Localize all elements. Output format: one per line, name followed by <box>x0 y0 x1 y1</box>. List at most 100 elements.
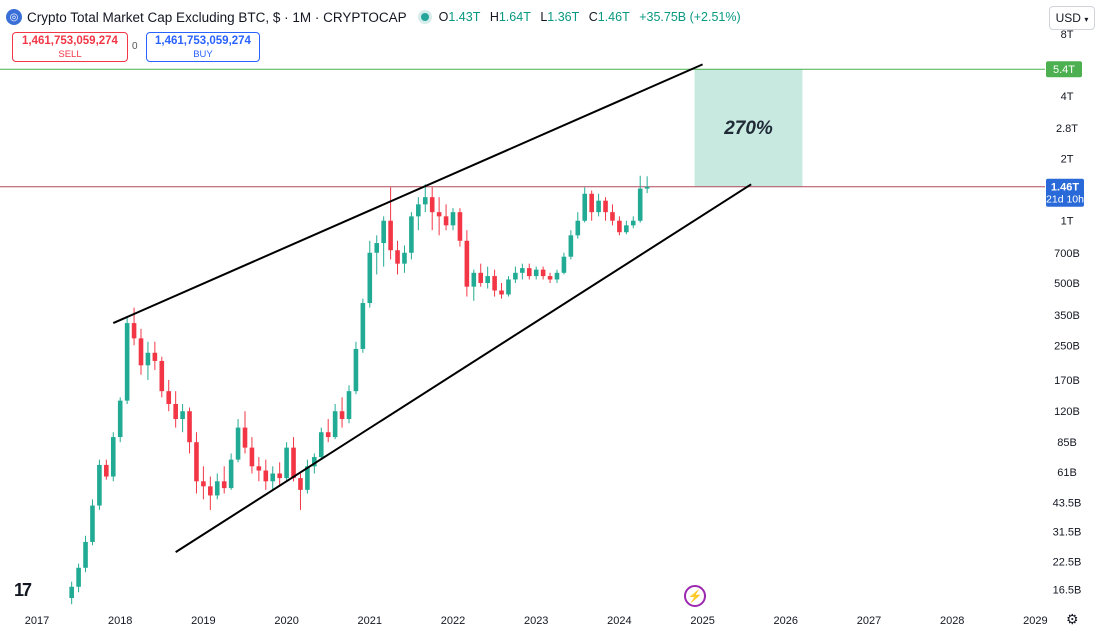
candle-body <box>617 220 622 233</box>
candle-body <box>97 464 102 506</box>
candle-body <box>533 269 539 277</box>
candle <box>478 263 484 287</box>
candle-body <box>325 432 331 438</box>
candle-body <box>131 323 137 339</box>
y-axis[interactable]: 8T 4T 2.8T 2T 1T 700B 500B 350B 250B 170B 120B 85B 6… <box>1053 29 1082 597</box>
target-price-badge[interactable]: 5.4T <box>1046 61 1082 78</box>
candle-body <box>256 466 262 471</box>
y-tick-label: 31.5B <box>1053 526 1082 538</box>
candle-body <box>485 276 490 283</box>
candle <box>513 266 518 283</box>
candles <box>69 175 650 605</box>
y-tick-label: 170B <box>1054 375 1080 387</box>
candle-body <box>173 404 178 420</box>
candle-body <box>249 447 255 467</box>
candle <box>180 404 185 433</box>
gear-icon[interactable]: ⚙ <box>1066 611 1079 627</box>
candle-body <box>235 427 241 460</box>
candle <box>499 283 504 299</box>
sell-label: SELL <box>58 49 82 60</box>
candle <box>138 328 144 375</box>
sell-button[interactable]: 1,461,753,059,274 SELL <box>12 32 128 62</box>
candle <box>436 197 442 236</box>
y-tick-label: 43.5B <box>1053 497 1082 509</box>
candle-body <box>506 279 511 295</box>
x-tick-label: 2022 <box>441 615 465 627</box>
candle <box>409 212 414 260</box>
candle-body <box>402 252 407 264</box>
candle <box>166 379 172 412</box>
candle-body <box>201 481 206 487</box>
candle <box>214 473 220 500</box>
candle-body <box>305 466 310 490</box>
target-percent-label: 270% <box>723 118 773 139</box>
candle <box>208 476 213 510</box>
lightning-event-icon[interactable]: ⚡ <box>684 585 706 607</box>
candle-body <box>471 272 477 287</box>
trendline-upper[interactable] <box>112 63 704 325</box>
candle-body <box>208 486 213 496</box>
candle-body <box>450 212 456 226</box>
candle <box>589 190 594 221</box>
x-tick-label: 2024 <box>607 615 631 627</box>
x-tick-label: 2018 <box>108 615 132 627</box>
chart-title[interactable]: Crypto Total Market Cap Excluding BTC, $… <box>27 9 407 25</box>
candle <box>395 240 400 275</box>
candle <box>610 204 615 226</box>
close-label: C <box>588 10 598 24</box>
candle-body <box>395 250 400 264</box>
candle <box>547 272 553 283</box>
coin-icon[interactable]: ◎ <box>6 9 22 25</box>
candle-body <box>117 400 123 438</box>
candle <box>104 459 109 480</box>
high-value: 1.64T <box>498 10 531 24</box>
currency-selector[interactable]: USD ▾ <box>1049 6 1095 30</box>
spread-value: 0 <box>132 41 138 52</box>
buy-price: 1,461,753,059,274 <box>155 35 251 47</box>
candle-body <box>422 197 428 205</box>
candle <box>624 220 629 235</box>
candle-body <box>270 473 276 482</box>
candle-body <box>339 411 345 420</box>
candle-body <box>228 459 234 489</box>
candle <box>374 235 380 275</box>
candle-body <box>187 411 192 443</box>
candle <box>83 535 88 573</box>
candle-body <box>520 268 525 273</box>
candle <box>464 230 470 297</box>
candle <box>152 341 158 370</box>
candle-body <box>367 252 373 304</box>
current-price-text: 1.46T <box>1051 182 1079 194</box>
y-tick-label: 4T <box>1061 91 1074 103</box>
candle <box>263 459 269 490</box>
buy-button[interactable]: 1,461,753,059,274 BUY <box>146 32 260 62</box>
candle <box>457 208 463 247</box>
candle <box>450 208 456 231</box>
candle <box>256 457 262 482</box>
candle <box>235 419 241 463</box>
candle-body <box>630 220 636 226</box>
candle <box>443 204 449 231</box>
high-label: H <box>489 10 499 24</box>
target-range-box[interactable] <box>694 69 803 187</box>
candle <box>221 466 227 494</box>
candle <box>277 462 282 487</box>
candle <box>291 437 296 482</box>
candle-body <box>554 272 560 280</box>
candle-body <box>540 269 546 277</box>
candle-body <box>346 391 352 420</box>
trendline-lower[interactable] <box>175 183 752 553</box>
candle <box>582 187 588 223</box>
candle-body <box>589 193 594 213</box>
candle-body <box>381 220 386 244</box>
y-tick-label: 120B <box>1054 406 1080 418</box>
candle-body <box>499 290 504 295</box>
candle <box>422 184 428 213</box>
tradingview-logo-icon[interactable]: 17 <box>14 580 32 600</box>
y-tick-label: 2T <box>1061 153 1074 165</box>
candle-body <box>69 586 74 599</box>
x-tick-label: 2019 <box>191 615 215 627</box>
candle-body <box>624 225 629 233</box>
